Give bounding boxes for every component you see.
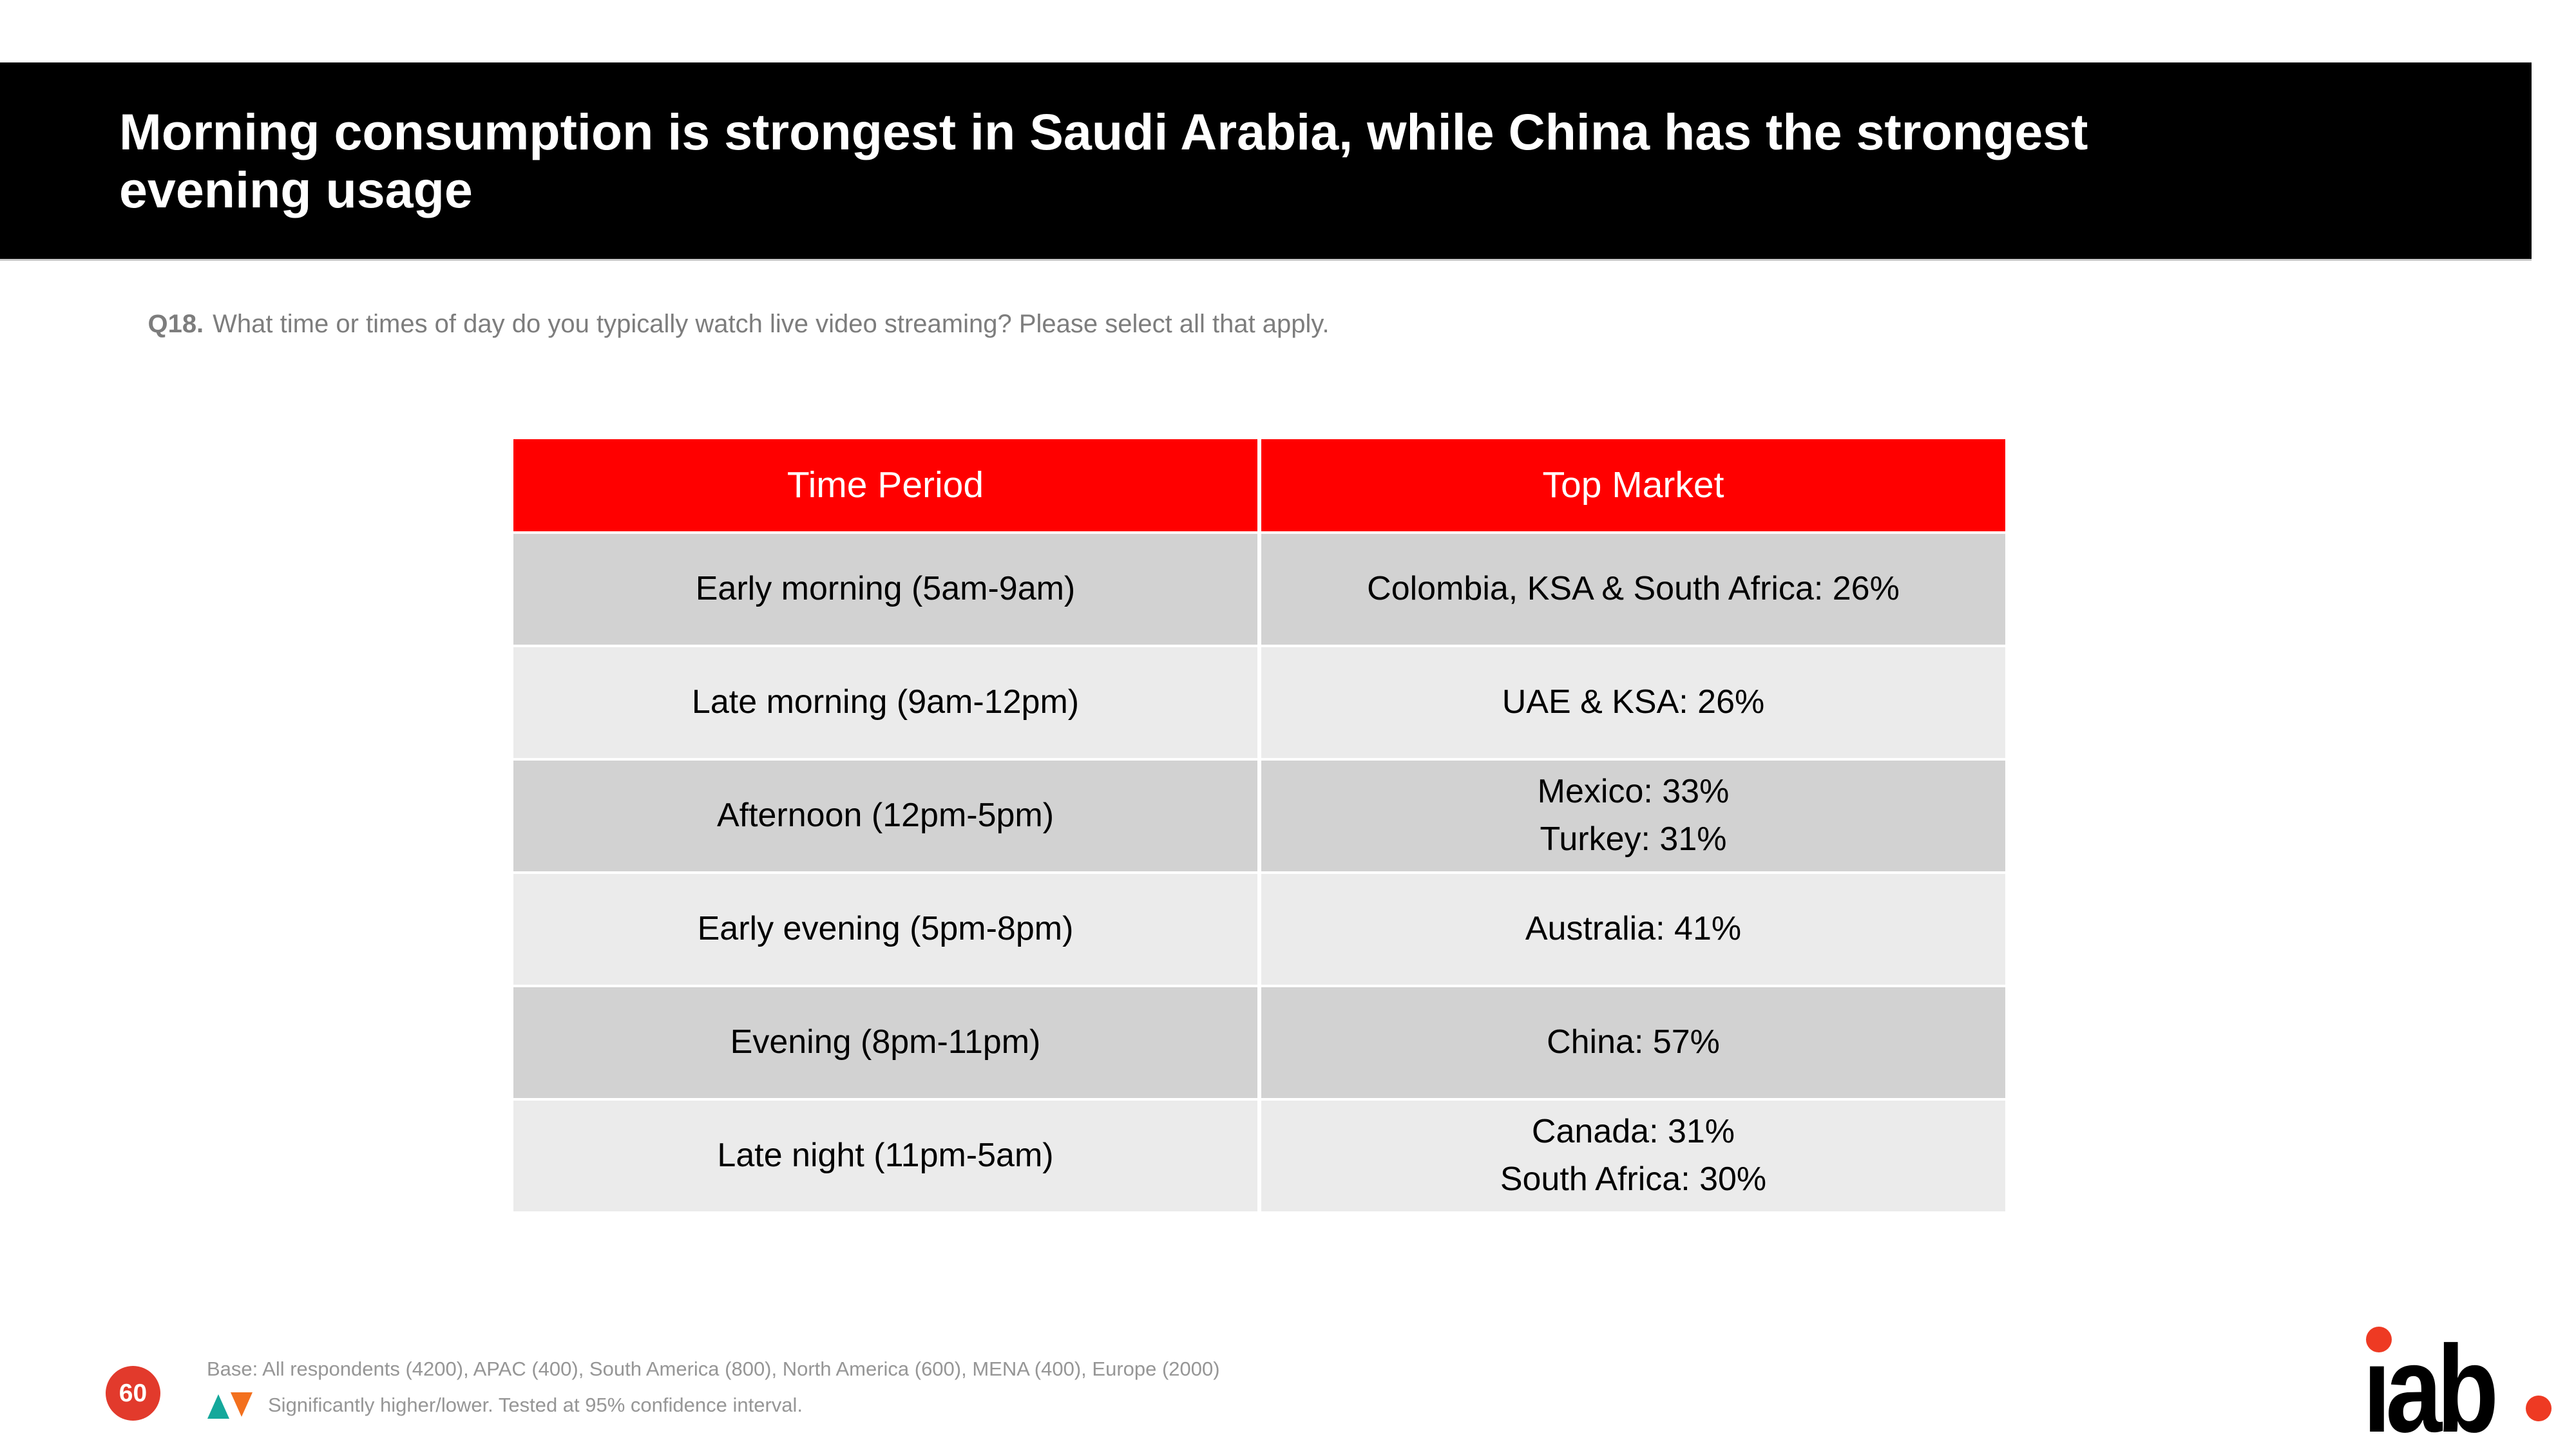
question-text: What time or times of day do you typical…	[213, 310, 1330, 338]
header-cell-top-market: Top Market	[1261, 439, 2005, 531]
question-line: Q18. What time or times of day do you typ…	[119, 281, 1330, 368]
iab-logo: ıab	[2363, 1320, 2562, 1449]
cell-time-period: Late morning (9am-12pm)	[513, 647, 1257, 758]
cell-top-market: Australia: 41%	[1261, 874, 2005, 985]
cell-top-market: China: 57%	[1261, 987, 2005, 1098]
cell-time-period: Early evening (5pm-8pm)	[513, 874, 1257, 985]
base-note: Base: All respondents (4200), APAC (400)…	[207, 1358, 1220, 1380]
table-row: Evening (8pm-11pm) China: 57%	[513, 987, 2005, 1098]
cell-top-market: Colombia, KSA & South Africa: 26%	[1261, 534, 2005, 645]
market-table: Time Period Top Market Early morning (5a…	[513, 439, 2005, 1211]
cell-time-period: Evening (8pm-11pm)	[513, 987, 1257, 1098]
table-row: Late night (11pm-5am) Canada: 31% South …	[513, 1101, 2005, 1211]
slide-title: Morning consumption is strongest in Saud…	[119, 103, 2088, 218]
significance-text: Significantly higher/lower. Tested at 95…	[268, 1394, 803, 1416]
cell-top-market: Canada: 31% South Africa: 30%	[1261, 1101, 2005, 1211]
logo-period-icon	[2526, 1396, 2552, 1421]
table-row: Early evening (5pm-8pm) Australia: 41%	[513, 874, 2005, 985]
table-row: Early morning (5am-9am) Colombia, KSA & …	[513, 534, 2005, 645]
logo-i-dot-icon	[2366, 1327, 2392, 1352]
iab-wordmark: ıab	[2363, 1320, 2499, 1449]
cell-time-period: Early morning (5am-9am)	[513, 534, 1257, 645]
cell-top-market: UAE & KSA: 26%	[1261, 647, 2005, 758]
cell-time-period: Afternoon (12pm-5pm)	[513, 761, 1257, 871]
header-bar: Morning consumption is strongest in Saud…	[0, 62, 2532, 261]
page-number-badge: 60	[106, 1366, 160, 1421]
cell-time-period: Late night (11pm-5am)	[513, 1101, 1257, 1211]
cell-top-market: Mexico: 33% Turkey: 31%	[1261, 761, 2005, 871]
significance-note: Significantly higher/lower. Tested at 95…	[207, 1392, 803, 1419]
significantly-higher-icon	[207, 1394, 229, 1419]
table-header-row: Time Period Top Market	[513, 439, 2005, 531]
table-row: Late morning (9am-12pm) UAE & KSA: 26%	[513, 647, 2005, 758]
table-row: Afternoon (12pm-5pm) Mexico: 33% Turkey:…	[513, 761, 2005, 871]
question-label: Q18.	[148, 310, 204, 338]
header-cell-time-period: Time Period	[513, 439, 1257, 531]
significantly-lower-icon	[231, 1392, 253, 1417]
